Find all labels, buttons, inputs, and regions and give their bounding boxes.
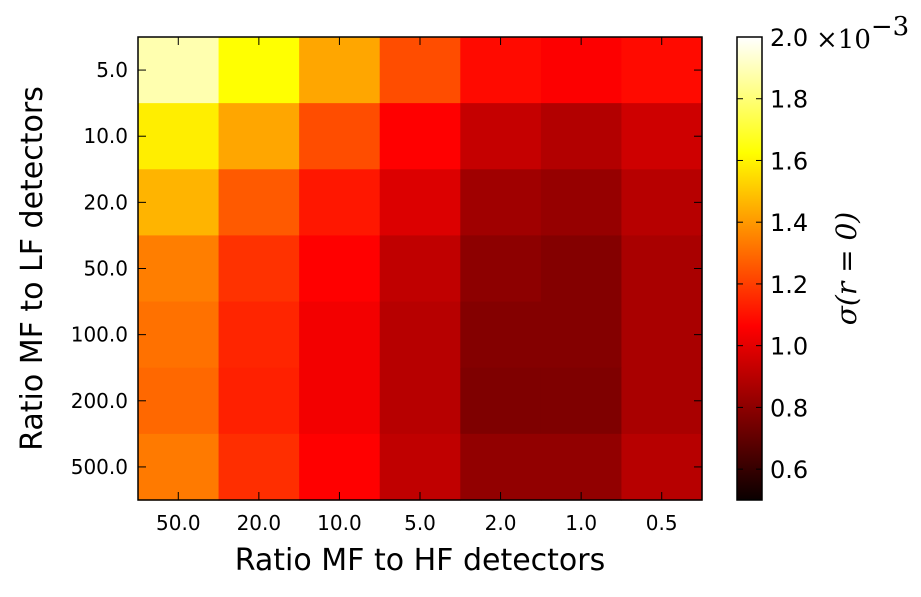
heatmap-cell-1-3 <box>379 103 461 170</box>
heatmap-cell-5-5 <box>540 367 623 435</box>
heatmap-cell-2-2 <box>299 169 381 237</box>
heatmap-cell-0-4 <box>460 37 542 104</box>
y-tick-label: 50.0 <box>83 257 128 281</box>
colorbar-tick-label: 2.0 <box>770 24 808 52</box>
colorbar-tick-label: 0.8 <box>770 394 808 422</box>
heatmap-cell-6-0 <box>138 433 220 501</box>
heatmap-cell-1-4 <box>460 103 542 170</box>
colorbar-label: σ(r = 0) <box>830 212 863 325</box>
heatmap-cell-5-4 <box>460 367 542 435</box>
colorbar <box>736 36 763 501</box>
colorbar-tick-label: 1.0 <box>770 333 808 361</box>
heatmap-cell-2-4 <box>460 169 542 237</box>
colorbar-tick-label: 1.2 <box>770 271 808 299</box>
heatmap-cell-3-5 <box>540 235 623 303</box>
y-axis-label: Ratio MF to LF detectors <box>15 86 50 451</box>
heatmap-cell-4-4 <box>460 301 542 369</box>
heatmap-cell-6-5 <box>540 433 623 501</box>
heatmap-cell-5-1 <box>218 367 300 435</box>
x-tick-label: 0.5 <box>646 511 678 535</box>
heatmap-cell-6-2 <box>299 433 381 501</box>
heatmap-cell-0-0 <box>138 37 220 104</box>
colorbar-tick-labels: 0.6 0.8 1.0 1.2 1.4 1.6 1.8 2.0 <box>770 24 808 484</box>
heatmap-cell-0-3 <box>379 37 461 104</box>
heatmap-cell-2-6 <box>621 169 703 237</box>
y-tick-label: 20.0 <box>83 190 128 214</box>
heatmap-cell-1-6 <box>621 103 703 170</box>
x-tick-label: 10.0 <box>317 511 362 535</box>
x-tick-label: 2.0 <box>485 511 517 535</box>
heatmap-cell-3-0 <box>138 235 220 303</box>
heatmap-cell-2-5 <box>540 169 623 237</box>
axis-tick-labels: 50.0 20.0 10.0 5.0 2.0 1.0 0.5 5.0 10.0 20.0 50.0 1… <box>71 58 678 535</box>
colorbar-tick-label: 1.4 <box>770 209 808 237</box>
heatmap-cell-1-5 <box>540 103 623 170</box>
heatmap-cell-0-6 <box>621 37 703 104</box>
heatmap-cell-4-3 <box>379 301 461 369</box>
heatmap-cell-6-4 <box>460 433 542 501</box>
heatmap-cell-4-0 <box>138 301 220 369</box>
heatmap-cell-6-3 <box>379 433 461 501</box>
heatmap-cells <box>138 37 703 501</box>
x-tick-label: 1.0 <box>565 511 597 535</box>
heatmap-cell-2-3 <box>379 169 461 237</box>
y-tick-label: 500.0 <box>71 455 128 479</box>
heatmap-cell-1-1 <box>218 103 300 170</box>
heatmap-cell-2-0 <box>138 169 220 237</box>
y-tick-label: 10.0 <box>83 124 128 148</box>
heatmap-cell-5-0 <box>138 367 220 435</box>
heatmap-cell-3-4 <box>460 235 542 303</box>
heatmap-cell-4-1 <box>218 301 300 369</box>
heatmap-cell-1-2 <box>299 103 381 170</box>
colorbar-ticks <box>737 36 762 470</box>
x-tick-label: 20.0 <box>237 511 282 535</box>
colorbar-multiplier: ×10−3 <box>816 12 909 55</box>
colorbar-tick-label: 1.6 <box>770 147 808 175</box>
heatmap-cell-3-3 <box>379 235 461 303</box>
heatmap-cell-5-3 <box>379 367 461 435</box>
heatmap-cell-6-6 <box>621 433 703 501</box>
heatmap-cell-4-6 <box>621 301 703 369</box>
x-tick-label: 50.0 <box>156 511 201 535</box>
heatmap-cell-0-5 <box>540 37 623 104</box>
x-axis-label: Ratio MF to HF detectors <box>235 543 606 578</box>
axis-ticks <box>138 37 702 500</box>
heatmap-cell-4-5 <box>540 301 623 369</box>
colorbar-tick-label: 1.8 <box>770 86 808 114</box>
heatmap-cell-0-1 <box>218 37 300 104</box>
heatmap-cell-0-2 <box>299 37 381 104</box>
heatmap-cell-3-1 <box>218 235 300 303</box>
y-tick-label: 100.0 <box>71 323 128 347</box>
heatmap-cell-5-2 <box>299 367 381 435</box>
y-tick-label: 200.0 <box>71 389 128 413</box>
heatmap-cell-1-0 <box>138 103 220 170</box>
heatmap-cell-3-2 <box>299 235 381 303</box>
heatmap-cell-6-1 <box>218 433 300 501</box>
colorbar-multiplier-exponent: −3 <box>871 12 909 42</box>
heatmap-cell-2-1 <box>218 169 300 237</box>
y-tick-label: 5.0 <box>96 58 128 82</box>
heatmap-cell-4-2 <box>299 301 381 369</box>
x-tick-label: 5.0 <box>404 511 436 535</box>
heatmap-cell-5-6 <box>621 367 703 435</box>
heatmap-cell-3-6 <box>621 235 703 303</box>
colorbar-multiplier-base: ×10 <box>816 25 871 55</box>
colorbar-tick-label: 0.6 <box>770 456 808 484</box>
